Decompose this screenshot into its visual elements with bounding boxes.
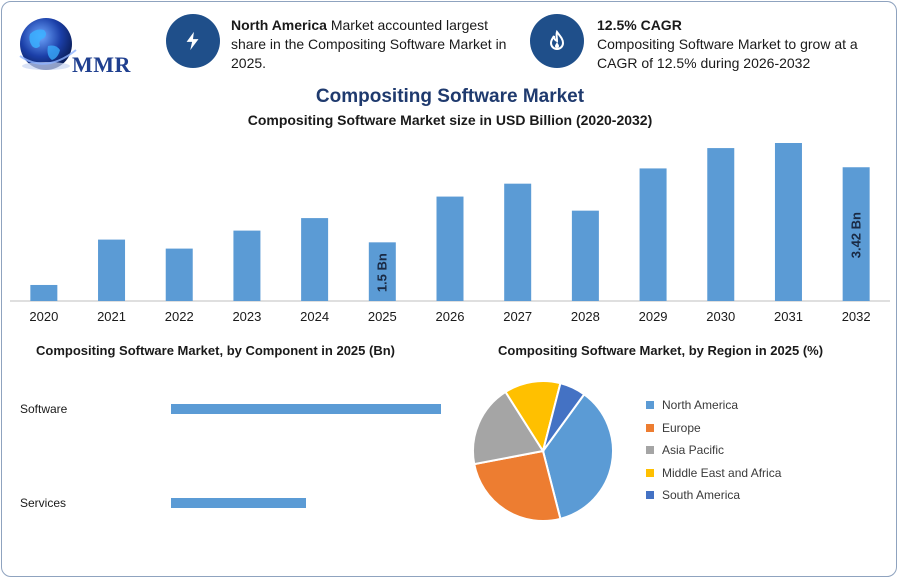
data-label-2025: 1.5 Bn <box>375 253 390 292</box>
x-tick-2022: 2022 <box>165 309 194 324</box>
logo-text: MMR <box>72 52 131 77</box>
x-tick-2024: 2024 <box>300 309 329 324</box>
bar-2021 <box>98 239 126 301</box>
north-america-info-bold: North America <box>231 17 327 33</box>
legend-swatch-europe <box>646 423 654 432</box>
pie-slice-asia-pacific <box>472 390 545 466</box>
x-tick-2027: 2027 <box>503 309 532 324</box>
legend-label-europe: Europe <box>662 420 701 435</box>
component-bar-software <box>171 404 441 414</box>
bar-2026 <box>436 196 464 301</box>
component-label-services: Services <box>20 496 67 510</box>
north-america-info: North America Market accounted largest s… <box>231 16 516 73</box>
cagr-badge <box>530 14 584 68</box>
bar-2028 <box>571 210 599 301</box>
legend-swatch-north-america <box>646 401 654 409</box>
pie-slice-europe <box>473 449 562 522</box>
x-tick-2031: 2031 <box>774 309 803 324</box>
region-pie-chart <box>472 380 614 522</box>
cagr-info-bold: 12.5% CAGR <box>597 17 682 33</box>
x-tick-2028: 2028 <box>571 309 600 324</box>
bar-2032 <box>842 167 870 301</box>
legend-label-north-america: North America <box>662 398 739 412</box>
bar-2029 <box>639 168 667 301</box>
component-bar-chart <box>171 404 441 508</box>
chart-subtitle: Compositing Software Market size in USD … <box>247 112 653 128</box>
legend-item-europe: Europe <box>646 421 701 435</box>
bar-2022 <box>165 248 193 301</box>
legend-label-asia-pacific: Asia Pacific <box>662 443 725 457</box>
bar-2027 <box>504 183 532 301</box>
cagr-info: 12.5% CAGR Compositing Software Market to… <box>597 16 882 73</box>
component-panel-title: Compositing Software Market, by Componen… <box>36 343 395 358</box>
market-size-bar-chart: 2020 2021 2022 2023 2024 2025 1.5 Bn 2026 2027 20… <box>10 143 890 324</box>
data-label-2032: 3.42 Bn <box>849 212 864 258</box>
legend-label-middle-east-and-africa: Middle East and Africa <box>662 465 782 480</box>
component-label-software: Software <box>20 402 68 416</box>
bar-2031 <box>774 143 802 301</box>
legend-label-south-america: South America <box>662 488 741 502</box>
x-tick-2030: 2030 <box>706 309 735 324</box>
legend-swatch-asia-pacific <box>646 446 654 454</box>
x-tick-2023: 2023 <box>232 309 261 324</box>
bar-2030 <box>707 148 735 301</box>
bar-2020 <box>30 284 58 301</box>
x-tick-2032: 2032 <box>842 309 871 324</box>
x-tick-2020: 2020 <box>29 309 58 324</box>
region-panel-title: Compositing Software Market, by Region i… <box>498 343 824 358</box>
legend-item-north-america: North America <box>646 398 738 412</box>
x-tick-2025: 2025 <box>368 309 397 324</box>
component-bar-services <box>171 498 306 508</box>
bar-2025 <box>368 242 396 301</box>
legend-swatch-middle-east-and-africa <box>646 468 654 477</box>
pie-slice-north-america <box>541 392 614 521</box>
pie-slice-south-america <box>542 381 586 452</box>
x-tick-2021: 2021 <box>97 309 126 324</box>
bar-2024 <box>301 218 329 301</box>
lightning-icon <box>186 31 199 51</box>
cagr-info-text: Compositing Software Market to grow at a… <box>597 36 858 71</box>
growth-flame-icon <box>549 29 565 50</box>
legend-swatch-south-america <box>646 491 654 499</box>
x-tick-2026: 2026 <box>436 309 465 324</box>
main-title: Compositing Software Market <box>315 86 585 107</box>
legend-item-south-america: South America <box>646 488 740 502</box>
lightning-badge <box>166 14 220 68</box>
x-tick-2029: 2029 <box>639 309 668 324</box>
bar-2023 <box>233 230 261 301</box>
mmr-globe-logo-icon <box>19 18 77 70</box>
legend-item-middle-east-and-africa: Middle East and Africa <box>646 466 781 480</box>
legend-item-asia-pacific: Asia Pacific <box>646 443 724 457</box>
north-america-info-text: Market accounted largest share in the Co… <box>231 17 507 71</box>
